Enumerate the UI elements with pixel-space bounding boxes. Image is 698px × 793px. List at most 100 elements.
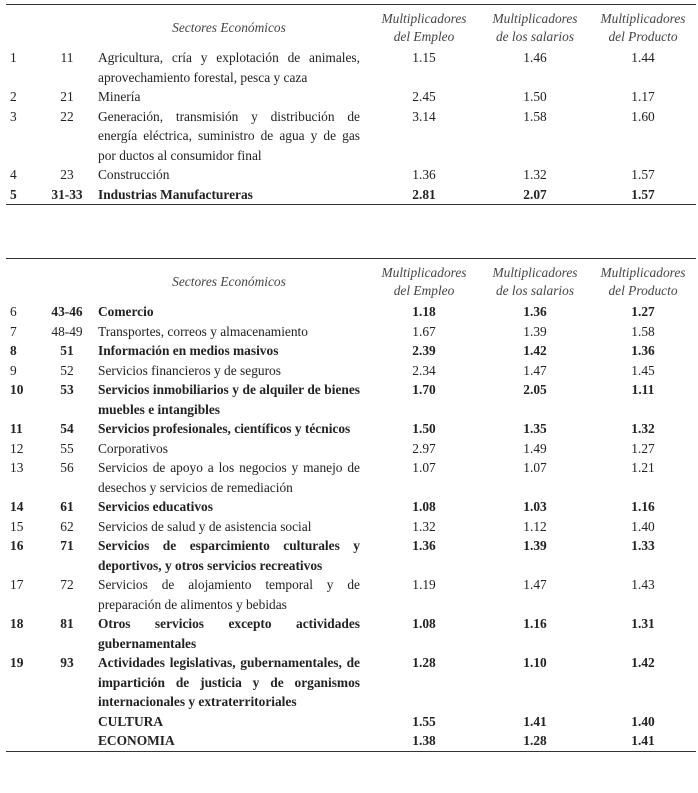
row-scian-code: 54 <box>60 421 74 436</box>
header-producto-l2: del Producto <box>608 283 678 298</box>
row-salarios: 1.10 <box>523 655 547 670</box>
header-empleo-l1: Multiplicadores <box>381 265 467 280</box>
row-empleo: 2.39 <box>412 343 436 358</box>
row-number: 13 <box>10 460 24 475</box>
row-scian-code: 11 <box>60 50 74 65</box>
row-empleo: 1.55 <box>412 713 436 729</box>
row-scian-code: 52 <box>60 362 74 378</box>
header-producto-l1: Multiplicadores <box>600 11 686 26</box>
row-producto: 1.27 <box>631 304 655 319</box>
header-code <box>36 5 98 49</box>
row-sector: Construcción <box>98 167 170 182</box>
header-num <box>6 5 36 49</box>
row-empleo: 1.19 <box>412 577 436 592</box>
row-number: 3 <box>10 108 17 124</box>
row-producto: 1.40 <box>631 518 655 534</box>
row-producto: 1.45 <box>631 362 655 378</box>
row-scian-code <box>36 712 98 732</box>
row-salarios: 1.58 <box>523 108 547 124</box>
row-sector: Servicios financieros y de seguros <box>98 362 281 378</box>
row-scian-code: 61 <box>60 499 74 514</box>
row-producto: 1.21 <box>631 460 655 475</box>
row-salarios: 1.47 <box>523 577 547 592</box>
row-empleo: 1.38 <box>412 733 436 748</box>
row-number: 12 <box>10 440 24 456</box>
header-producto-l2: del Producto <box>608 29 678 44</box>
row-number: 9 <box>10 362 17 378</box>
header-salarios-l2: de los salarios <box>495 283 575 298</box>
row-scian-code: 43-46 <box>51 304 83 319</box>
table-row: 13 56 Servicios de apoyo a los negocios y … <box>6 458 696 497</box>
row-sector: Minería <box>98 89 141 104</box>
header-salarios-l1: Multiplicadores <box>492 11 578 26</box>
row-producto: 1.57 <box>631 167 655 182</box>
row-empleo: 1.50 <box>412 421 436 436</box>
table-2-body: 6 43-46 Comercio 1.18 1.36 1.27 7 48-49 Transpor… <box>6 302 696 751</box>
row-salarios: 1.35 <box>523 421 547 436</box>
header-row: Sectores Económicos Multiplicadores del E… <box>6 259 696 303</box>
row-sector: Transportes, correos y almacenamiento <box>98 323 308 339</box>
row-scian-code: 48-49 <box>51 323 83 339</box>
table-row: 6 43-46 Comercio 1.18 1.36 1.27 <box>6 302 696 322</box>
row-salarios: 1.36 <box>523 304 547 319</box>
row-number: 17 <box>10 577 24 592</box>
row-producto: 1.27 <box>631 440 655 456</box>
row-producto: 1.16 <box>631 499 655 514</box>
table-row: 11 54 Servicios profesionales, científicos… <box>6 419 696 439</box>
row-scian-code: 55 <box>60 440 74 456</box>
row-producto: 1.31 <box>631 616 655 631</box>
row-sector: Corporativos <box>98 440 168 456</box>
row-number: 8 <box>10 343 17 358</box>
row-number: 7 <box>10 323 17 339</box>
table-1-body: 1 11 Agricultura, cría y explotación de an… <box>6 48 696 205</box>
header-producto: Multiplicadores del Producto <box>590 5 696 49</box>
row-producto: 1.42 <box>631 655 655 670</box>
table-row: 16 71 Servicios de esparcimiento culturale… <box>6 536 696 575</box>
row-empleo: 1.32 <box>412 518 436 534</box>
row-number <box>6 712 36 732</box>
row-salarios: 2.07 <box>523 186 547 202</box>
row-sector: Servicios de salud y de asistencia socia… <box>98 518 312 534</box>
row-salarios: 1.16 <box>523 616 547 631</box>
row-empleo: 1.67 <box>412 323 436 339</box>
table-row: 4 23 Construcción 1.36 1.32 1.57 <box>6 165 696 185</box>
header-empleo: Multiplicadores del Empleo <box>368 259 480 303</box>
row-sector: Generación, transmisión y distribución d… <box>98 108 360 163</box>
header-sectores: Sectores Económicos <box>172 20 286 35</box>
row-empleo: 1.08 <box>412 616 436 631</box>
table-row: 18 81 Otros servicios excepto actividades … <box>6 614 696 653</box>
table-row: CULTURA 1.55 1.41 1.40 <box>6 712 696 732</box>
row-producto: 1.43 <box>631 577 655 592</box>
header-salarios: Multiplicadores de los salarios <box>480 259 590 303</box>
row-number: 10 <box>10 382 24 397</box>
row-sector: Comercio <box>98 304 154 319</box>
row-scian-code: 21 <box>60 89 74 104</box>
row-salarios: 1.07 <box>523 460 547 475</box>
row-sector: Información en medios masivos <box>98 343 279 358</box>
row-producto: 1.44 <box>631 50 655 65</box>
row-producto: 1.57 <box>631 186 655 202</box>
table-row: 8 51 Información en medios masivos 2.39 1.42… <box>6 341 696 361</box>
header-num <box>6 259 36 303</box>
table-row: 10 53 Servicios inmobiliarios y de alquile… <box>6 380 696 419</box>
row-sector: Servicios de alojamiento temporal y de p… <box>98 577 360 612</box>
row-producto: 1.36 <box>631 343 655 358</box>
row-producto: 1.60 <box>631 108 655 124</box>
row-salarios: 1.42 <box>523 343 547 358</box>
row-empleo: 2.34 <box>412 362 436 378</box>
multipliers-table-1: Sectores Económicos Multiplicadores del E… <box>6 4 696 205</box>
row-scian-code: 93 <box>60 655 74 670</box>
row-salarios: 1.39 <box>523 538 547 553</box>
row-number: 2 <box>10 89 17 104</box>
row-empleo: 1.18 <box>412 304 436 319</box>
row-sector: CULTURA <box>98 713 163 729</box>
row-empleo: 1.36 <box>412 538 436 553</box>
table-row: ECONOMIA 1.38 1.28 1.41 <box>6 731 696 751</box>
row-producto: 1.32 <box>631 421 655 436</box>
row-number: 14 <box>10 499 24 514</box>
row-sector: Servicios profesionales, científicos y t… <box>98 421 351 436</box>
row-sector: Servicios de apoyo a los negocios y mane… <box>98 460 360 495</box>
row-empleo: 1.07 <box>412 460 436 475</box>
row-salarios: 1.47 <box>523 362 547 378</box>
row-empleo: 1.28 <box>412 655 436 670</box>
